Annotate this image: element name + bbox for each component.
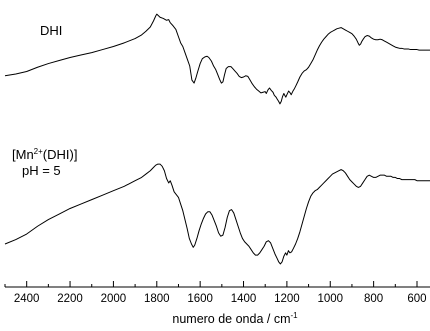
- x-tick-label-1400: 1400: [231, 293, 257, 305]
- x-axis-label-text: numero de onda / cm: [172, 312, 291, 326]
- series-label-ph: pH = 5: [22, 163, 61, 178]
- x-axis-label-unit-exp: -1: [290, 311, 298, 320]
- spectrum-line-dhi: [4, 13, 430, 105]
- series-label-mn-dhi-part1: [Mn: [12, 147, 34, 162]
- x-tick-label-2200: 2200: [57, 293, 83, 305]
- x-tick-label-1000: 1000: [317, 293, 343, 305]
- series-layer: [4, 13, 430, 265]
- x-tick-label-1200: 1200: [274, 293, 300, 305]
- series-label-mn-dhi-charge: 2+: [33, 147, 43, 156]
- series-label-dhi: DHI: [40, 23, 63, 38]
- series-label-mn-dhi: [Mn2+(DHI)]: [12, 147, 77, 162]
- x-axis-label: numero de onda / cm-1: [0, 311, 430, 326]
- x-tick-layer: 2400 2200 2000 1800 1600 1400 1200 1000 800 600: [4, 281, 427, 305]
- x-tick-label-1800: 1800: [144, 293, 170, 305]
- x-tick-label-1600: 1600: [187, 293, 213, 305]
- spectrum-line-mn-dhi: [4, 163, 430, 265]
- series-label-mn-dhi-part2: (DHI)]: [42, 147, 78, 162]
- x-tick-label-2400: 2400: [14, 293, 40, 305]
- x-tick-label-2000: 2000: [101, 293, 127, 305]
- x-tick-label-800: 800: [364, 293, 383, 305]
- x-tick-label-600: 600: [407, 293, 426, 305]
